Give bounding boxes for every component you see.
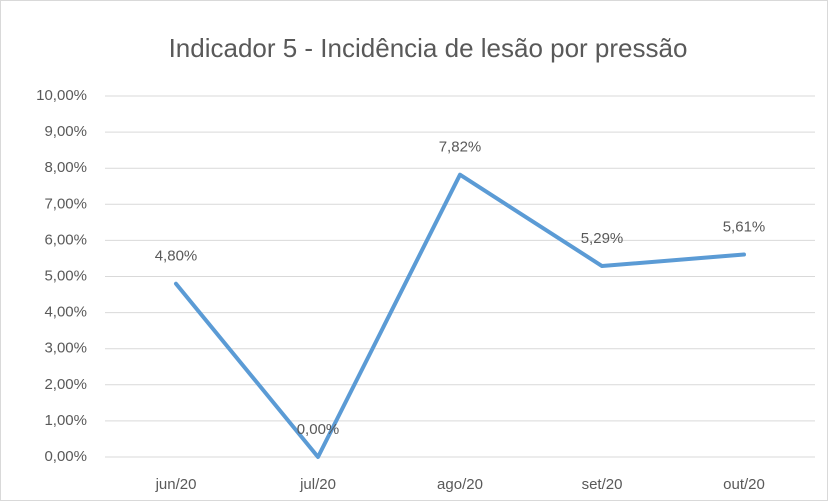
y-tick-label: 5,00% (44, 267, 87, 284)
y-tick-label: 2,00% (44, 376, 87, 393)
data-label: 7,82% (439, 139, 482, 156)
line-series (174, 172, 746, 459)
data-label: 4,80% (155, 248, 198, 265)
y-tick-label: 0,00% (44, 448, 87, 465)
data-label: 5,29% (581, 230, 624, 247)
y-tick-label: 8,00% (44, 159, 87, 176)
data-label: 5,61% (723, 218, 766, 235)
x-tick-label: jun/20 (155, 476, 197, 493)
x-tick-label: out/20 (723, 476, 765, 493)
y-tick-label: 6,00% (44, 231, 87, 248)
chart-title: Indicador 5 - Incidência de lesão por pr… (169, 33, 688, 63)
y-tick-label: 9,00% (44, 123, 87, 140)
y-tick-label: 1,00% (44, 412, 87, 429)
x-tick-label: ago/20 (437, 476, 483, 493)
y-tick-label: 10,00% (36, 87, 87, 104)
data-label: 0,00% (297, 421, 340, 438)
y-tick-label: 4,00% (44, 304, 87, 321)
y-tick-label: 7,00% (44, 195, 87, 212)
x-tick-label: set/20 (582, 476, 623, 493)
y-tick-label: 3,00% (44, 340, 87, 357)
x-tick-label: jul/20 (299, 476, 336, 493)
